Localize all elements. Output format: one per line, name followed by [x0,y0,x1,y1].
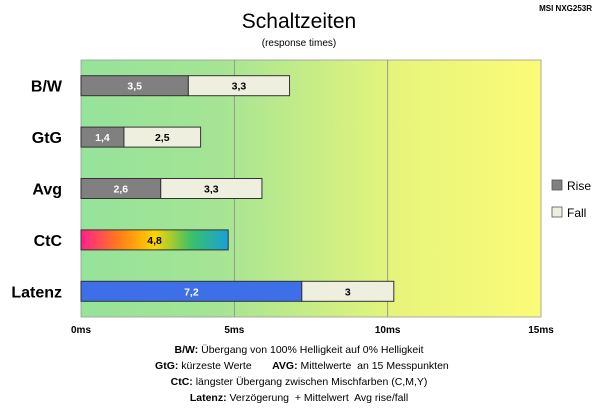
legend-swatch-rise [551,179,563,191]
data-label-avg-rise: 2,6 [114,184,129,196]
note-gtg-text: kürzeste Werte [178,360,272,372]
note-gtg-avg: GtG: kürzeste Werte AVG: Mittelwerte an … [135,360,464,372]
note-ctc: CtC: längster Übergang zwischen Mischfar… [171,376,428,388]
legend-label-rise: Rise [567,179,591,193]
note-bw-text: Übergang von 100% Helligkeit auf 0% Hell… [198,344,423,356]
notes: B/W: Übergang von 100% Helligkeit auf 0%… [135,344,464,404]
data-label-avg-fall: 3,3 [204,184,219,196]
note-latenz-text: Verzögerung + Mittelwert Avg rise/fall [227,392,409,404]
note-bw: B/W: Übergang von 100% Helligkeit auf 0%… [174,344,423,356]
legend: Rise Fall [551,179,591,220]
note-latenz: Latenz: Verzögerung + Mittelwert Avg ris… [190,392,408,404]
category-labels: B/W GtG Avg CtC Latenz [11,79,63,302]
note-gtg-key: GtG: [155,360,178,372]
category-label-ctc: CtC [34,233,63,250]
chart-subtitle: (response times) [262,38,336,49]
category-label-avg: Avg [32,182,62,199]
bar-latenz-fall [301,280,395,302]
note-avg-key: AVG: [272,360,297,372]
x-tick-label: 15ms [528,325,554,336]
data-label-ctc-rise: 4,8 [147,235,162,247]
note-bw-key: B/W: [174,344,198,356]
note-ctc-text: längster Übergang zwischen Mischfarben (… [193,376,428,388]
bars: 3,5 3,3 1,4 2,5 2,6 3,3 4,8 7,2 3 [80,75,395,302]
note-latenz-key: Latenz: [190,392,227,404]
category-label-b-w: B/W [31,79,63,96]
data-label-latenz-rise: 7,2 [184,286,199,298]
data-label-gtg-fall: 2,5 [155,132,170,144]
data-label-gtg-rise: 1,4 [95,132,110,144]
bar-gtg-fall [123,126,202,148]
note-ctc-key: CtC: [171,376,193,388]
x-tick-label: 10ms [375,325,401,336]
bar-avg-fall [160,178,263,199]
data-label-b-w-rise: 3,5 [127,81,142,93]
chart-title: Schaltzeiten [242,10,356,33]
data-label-latenz-fall: 3 [345,286,351,298]
x-tick-labels: 0ms 5ms 10ms 15ms [71,325,554,336]
data-label-b-w-fall: 3,3 [232,81,247,93]
category-label-gtg: GtG [32,130,62,147]
x-tick-label: 5ms [224,325,244,336]
legend-label-fall: Fall [567,206,586,220]
bar-b-w-fall [187,75,291,97]
x-tick-label: 0ms [71,325,91,336]
bar-ctc-rise [80,229,229,251]
legend-swatch-fall [551,206,563,218]
device-label: MSI NXG253R [539,4,592,13]
category-label-latenz: Latenz [11,284,62,301]
note-avg-text: Mittelwerte an 15 Messpunkten [298,360,449,372]
